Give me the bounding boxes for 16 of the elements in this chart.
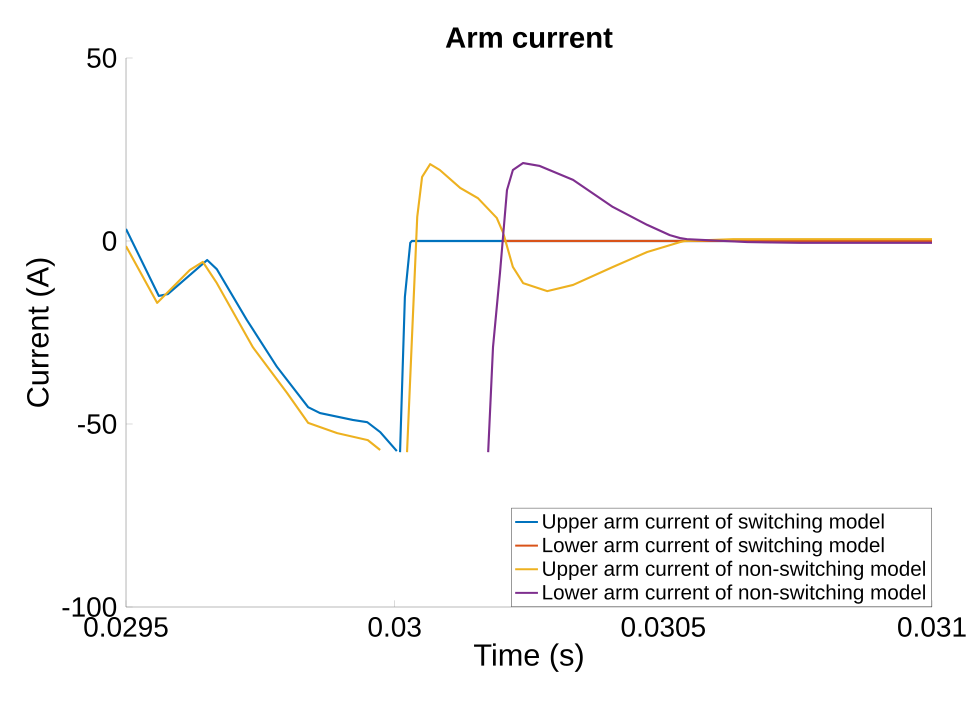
chart-title: Arm current [446, 27, 613, 48]
x-axis-title: Time (s) [474, 643, 583, 672]
x-tick-label: 0.031 [898, 617, 966, 637]
x-tick-label: 0.03 [368, 617, 421, 637]
x-tick-label: 0.0295 [84, 617, 168, 637]
legend-label: Upper arm current of non-switching model [543, 560, 925, 580]
y-tick-label: -100 [62, 597, 116, 617]
line-series [487, 162, 932, 454]
y-tick-label: 50 [87, 48, 116, 68]
legend-label: Upper arm current of switching model [543, 514, 884, 533]
y-tick-label: -50 [78, 414, 116, 434]
y-tick-label: 0 [102, 231, 116, 251]
legend-label: Lower arm current of switching model [543, 537, 884, 556]
legend-label: Lower arm current of non-switching model [543, 584, 925, 604]
y-axis-title: Current (A) [26, 258, 55, 407]
x-tick-label: 0.0305 [622, 617, 705, 637]
